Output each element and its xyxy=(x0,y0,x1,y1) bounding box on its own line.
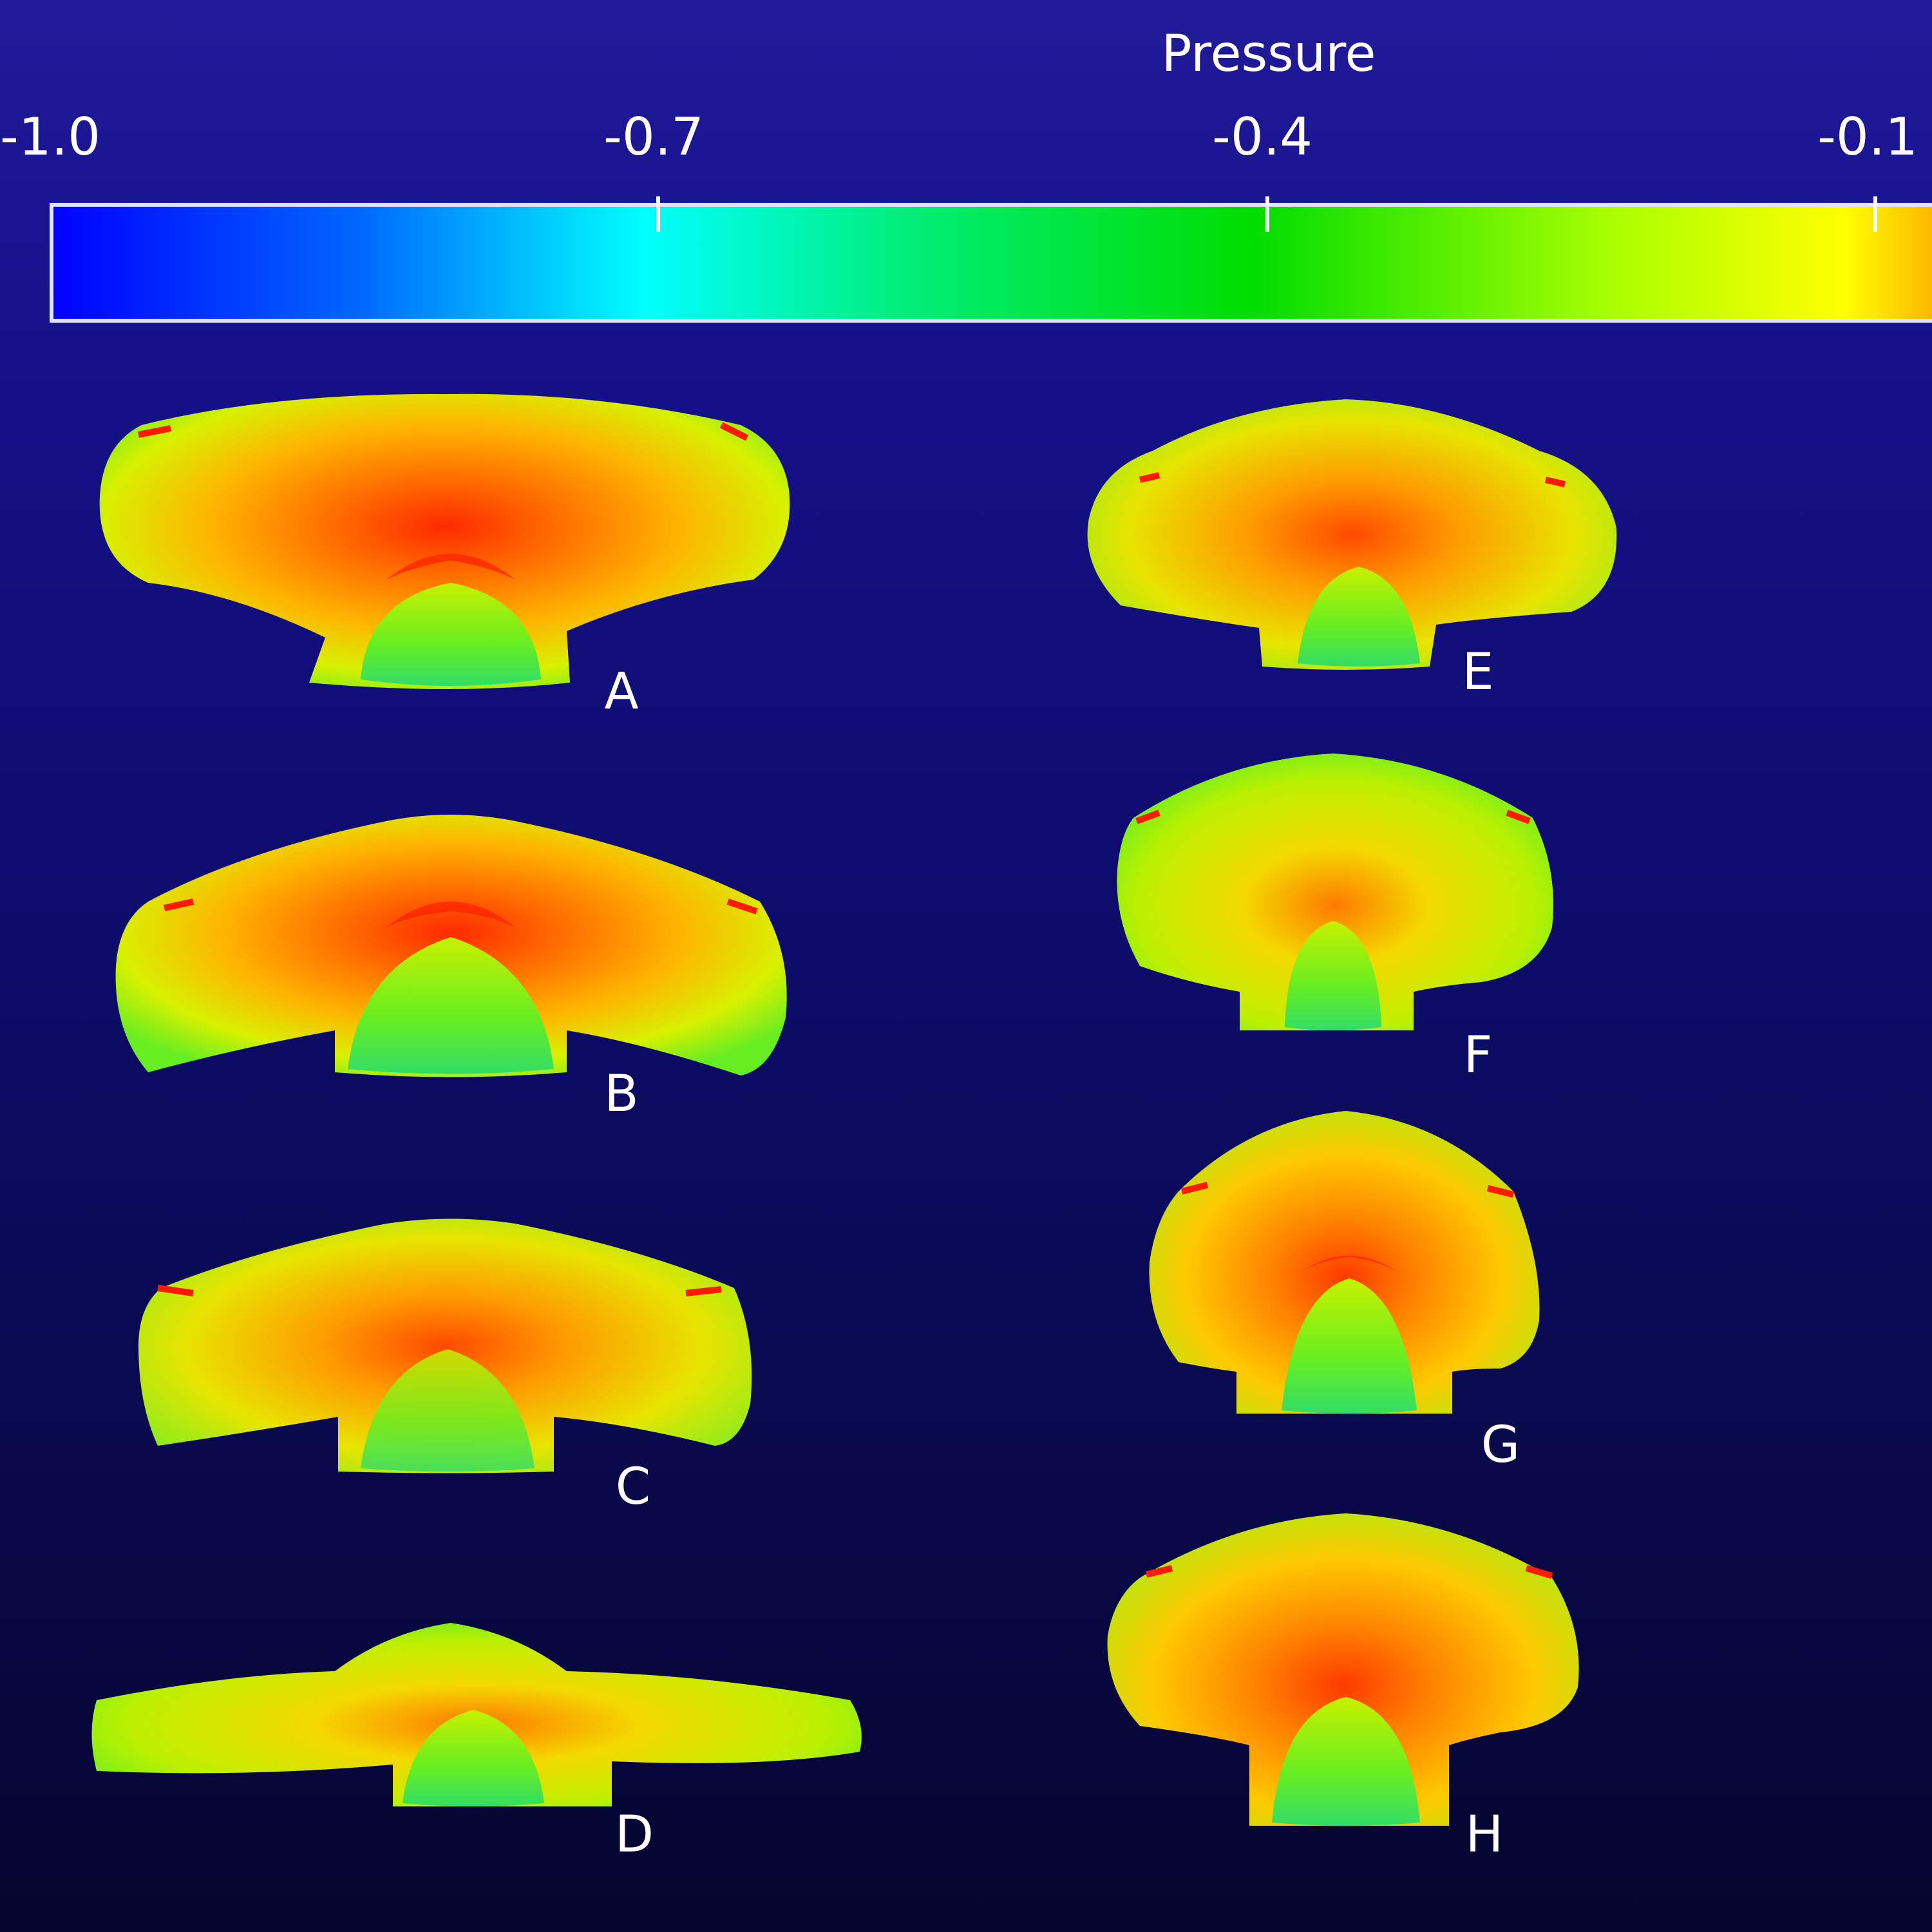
stem xyxy=(1298,567,1420,667)
panel-g: G xyxy=(1149,1111,1540,1474)
pressure-surface xyxy=(1149,1111,1540,1414)
stem xyxy=(361,1349,535,1472)
stem xyxy=(1272,1697,1420,1826)
panel-e: E xyxy=(1087,399,1617,701)
edge-highlight xyxy=(1135,810,1531,824)
pressure-hotspot xyxy=(386,554,515,580)
edge-highlight xyxy=(1139,472,1566,488)
edge-highlight xyxy=(138,422,749,441)
stem xyxy=(402,1710,544,1806)
colorbar-title: Pressure xyxy=(1161,25,1376,83)
panel-label: D xyxy=(615,1806,654,1864)
edge-highlight xyxy=(163,898,758,914)
panel-label: E xyxy=(1462,643,1493,701)
pressure-surface xyxy=(138,1218,752,1473)
colorbar: Pressure -1.0 -0.7 -0.4 -0.1 xyxy=(0,25,1932,323)
edge-highlight xyxy=(1180,1182,1515,1198)
panel-label: C xyxy=(616,1458,650,1516)
panel-d: D xyxy=(91,1623,862,1864)
panel-label: F xyxy=(1464,1027,1493,1084)
pressure-surface xyxy=(1107,1513,1579,1826)
pressure-surface xyxy=(1087,399,1617,670)
panel-c: C xyxy=(138,1218,752,1516)
panel-a: A xyxy=(99,393,790,721)
stem xyxy=(1285,921,1381,1030)
stem xyxy=(1282,1278,1417,1414)
panel-b: B xyxy=(115,815,787,1123)
panel-label: A xyxy=(604,663,638,721)
panel-label: H xyxy=(1466,1806,1504,1864)
colorbar-gradient xyxy=(50,203,1932,323)
stem xyxy=(361,583,541,686)
panel-label: B xyxy=(604,1065,639,1123)
colorbar-tick-label: -0.7 xyxy=(603,107,704,167)
pressure-hotspot xyxy=(386,902,515,927)
panel-h: H xyxy=(1107,1513,1579,1864)
panel-label: G xyxy=(1481,1416,1520,1474)
stem xyxy=(348,937,554,1074)
edge-highlight xyxy=(1145,1565,1553,1579)
edge-highlight xyxy=(157,1285,722,1296)
colorbar-tick-label: -0.4 xyxy=(1212,107,1312,167)
colorbar-tick-label: -0.1 xyxy=(1817,107,1918,167)
pressure-surface xyxy=(1117,753,1553,1030)
panel-f: F xyxy=(1117,753,1553,1084)
colorbar-tick-label: -1.0 xyxy=(0,107,100,167)
pressure-surface xyxy=(99,393,790,689)
pressure-hotspot xyxy=(1301,1256,1397,1272)
